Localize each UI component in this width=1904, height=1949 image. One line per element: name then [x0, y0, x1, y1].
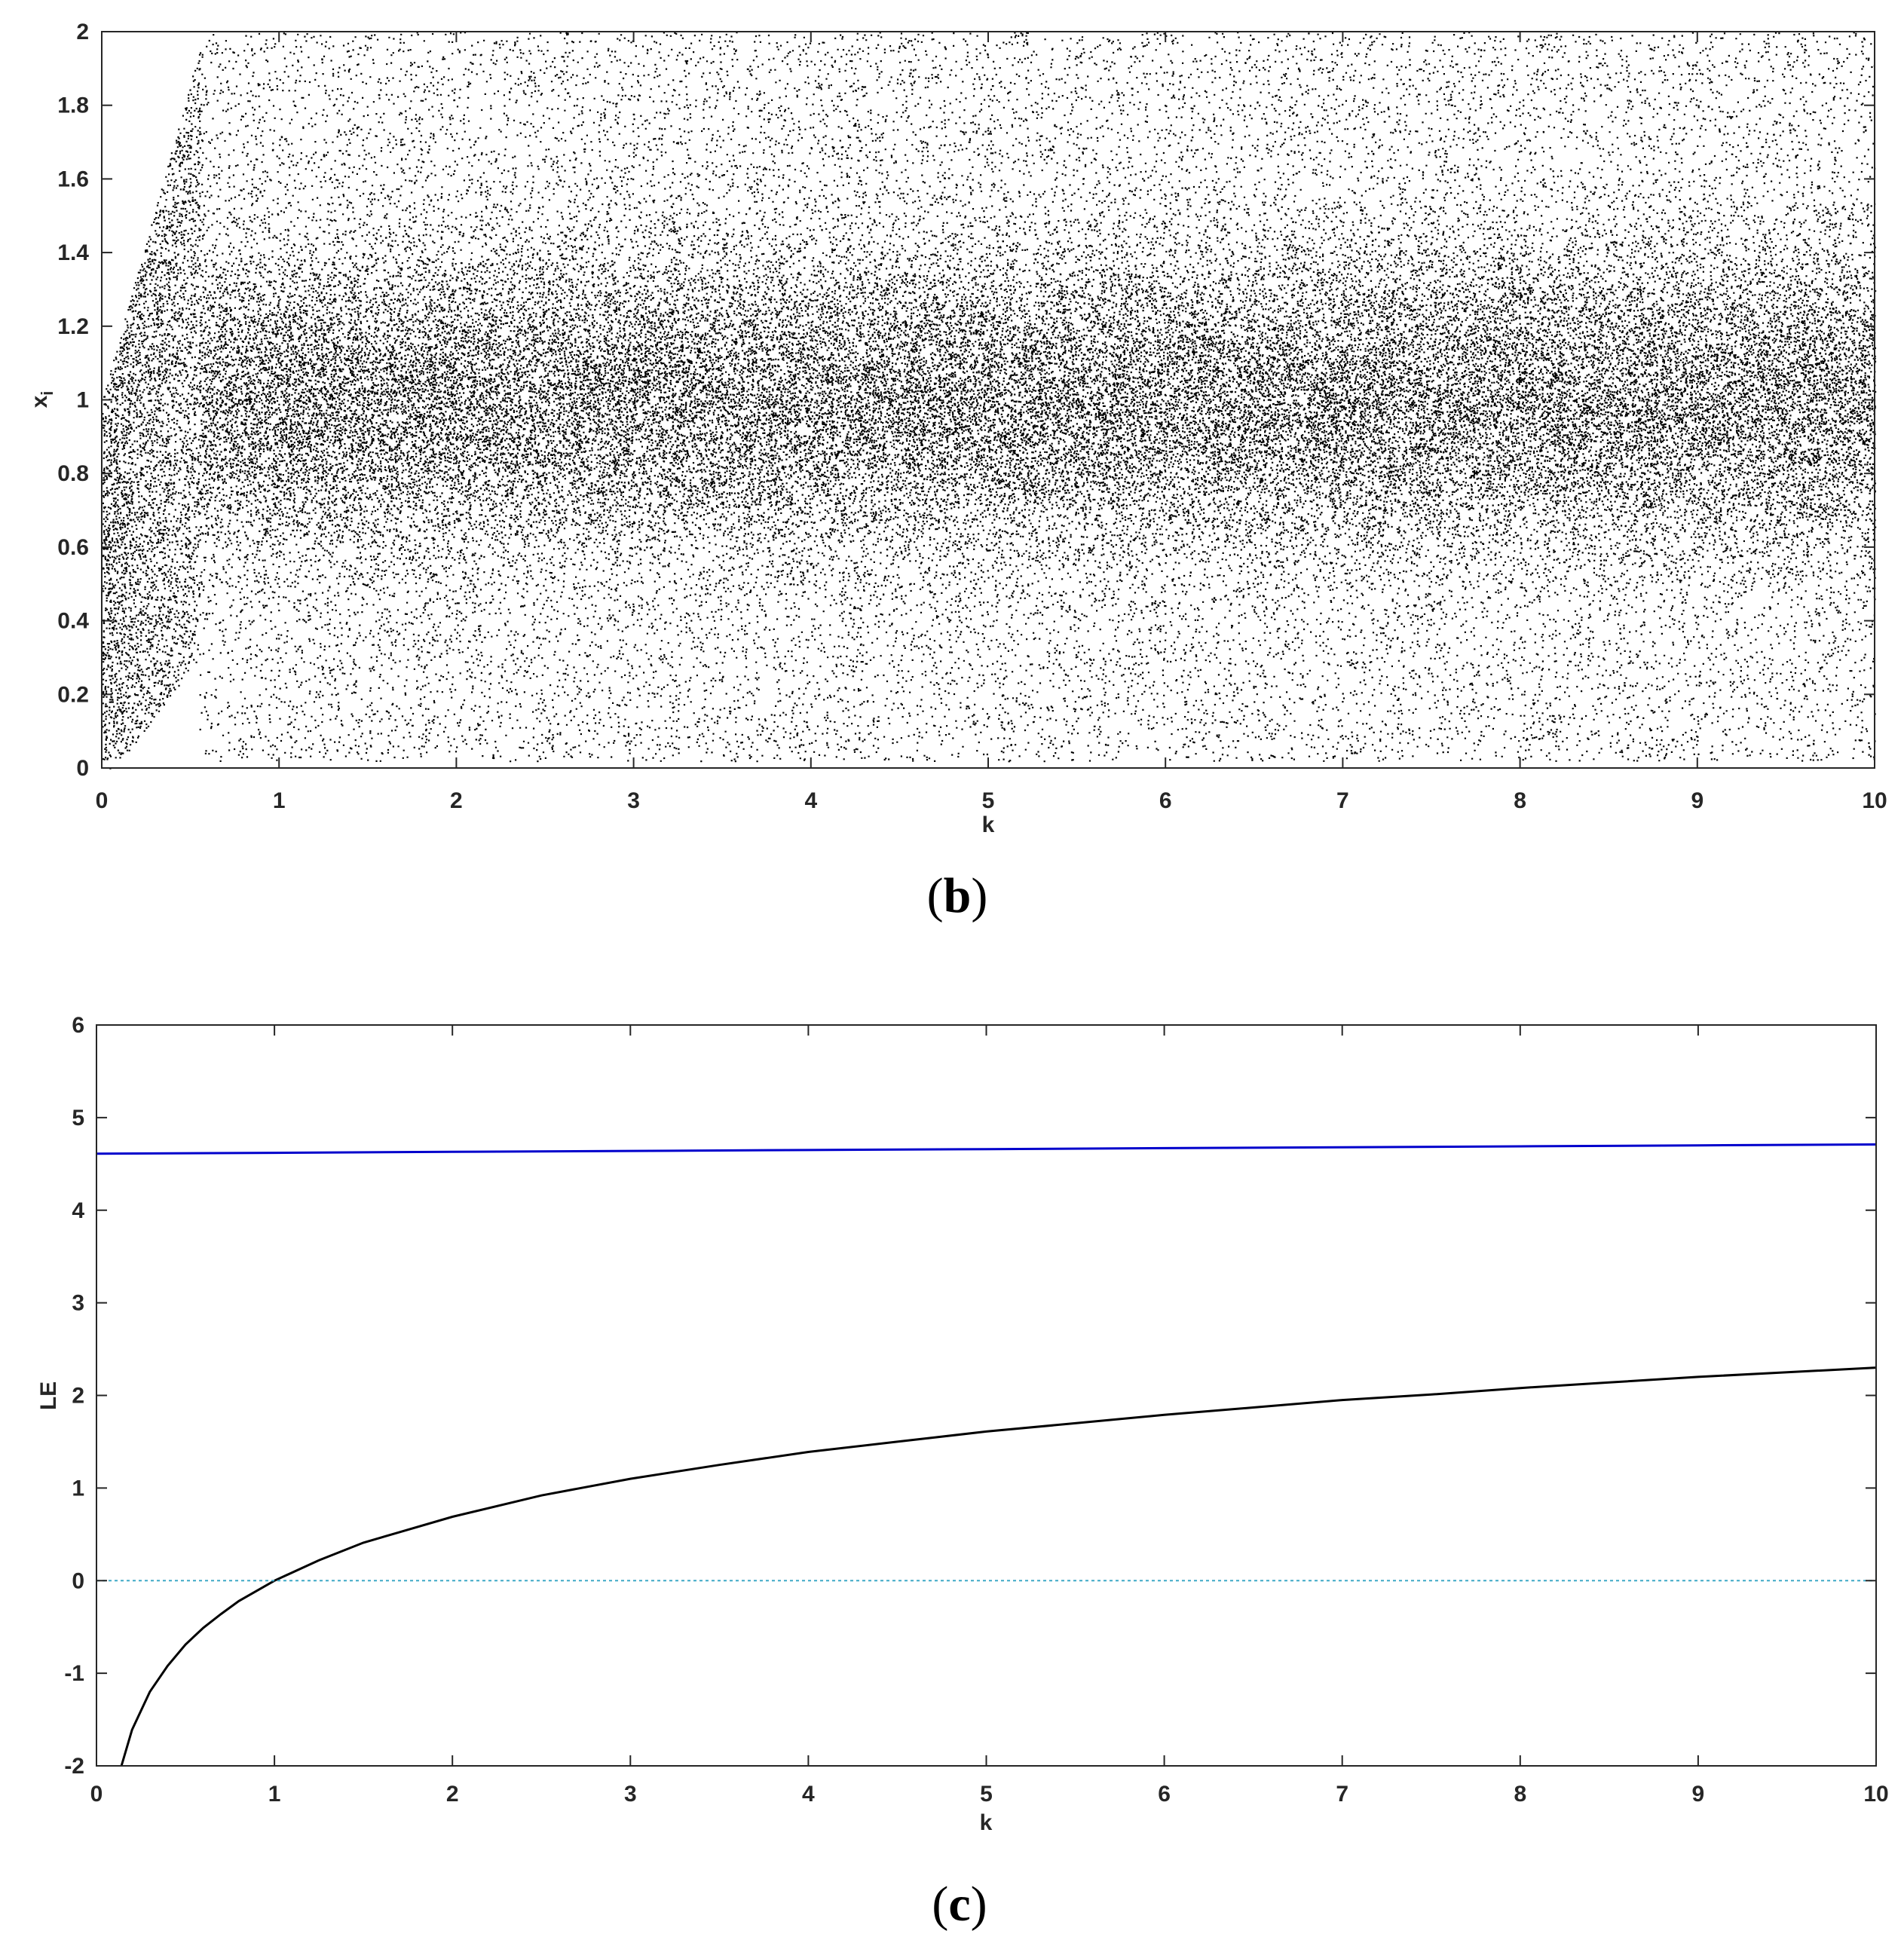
- panel-b-y-tick-label-0: 0: [76, 756, 89, 781]
- panel-b-x-tick-label-3: 3: [627, 788, 640, 813]
- panel-c-series: [96, 1143, 1877, 1767]
- panel-c-y-axis-label: LE: [36, 1381, 61, 1410]
- panel-c-y-tick-label-6: 4: [72, 1198, 84, 1223]
- panel-b-y-tick-label-1: 0.2: [57, 682, 89, 707]
- panel-b-y-tick-label-7: 1.4: [57, 240, 89, 265]
- panel-b-x-axis-label: k: [982, 812, 995, 837]
- panel-c-x-tick-label-2: 2: [446, 1782, 459, 1807]
- panel-b-x-tick-label-5: 5: [982, 788, 995, 813]
- panel-b-x-tick-label-2: 2: [450, 788, 463, 813]
- panel-b-x-tick-label-6: 6: [1159, 788, 1172, 813]
- panel-c-y-tick-label-5: 3: [72, 1291, 84, 1316]
- panel-c-label: (c): [932, 1877, 987, 1932]
- panel-c-x-tick-label-3: 3: [624, 1782, 637, 1807]
- panel-c-y-tick-label-4: 2: [72, 1384, 84, 1409]
- panel-b-x-tick-label-0: 0: [96, 788, 109, 813]
- panel-c-x-tick-labels: 0 1 2 3 4 5 6 7 8 9 10: [90, 1782, 1889, 1807]
- panel-c-y-tick-label-0: -2: [64, 1754, 84, 1779]
- panel-c-x-axis-label: k: [980, 1810, 993, 1835]
- panel-b-x-tick-label-4: 4: [804, 788, 817, 813]
- panel-b-scatter-points: [102, 32, 1877, 770]
- panel-b-x-tick-label-8: 8: [1514, 788, 1526, 813]
- panel-c-x-tick-label-7: 7: [1336, 1782, 1348, 1807]
- panel-c-x-tick-label-4: 4: [802, 1782, 815, 1807]
- panel-b-y-tick-label-5: 1: [76, 388, 89, 413]
- panel-c-plot-area: [96, 1025, 1876, 1766]
- panel-c-y-tick-label-2: 0: [72, 1568, 84, 1593]
- panel-b-x-tick-label-1: 1: [273, 788, 286, 813]
- panel-b-scatter-marks: [102, 32, 1877, 770]
- panel-b-y-tick-label-6: 1.2: [57, 314, 89, 339]
- panel-b-ticks: [101, 31, 1875, 769]
- panel-b-scatter-chart: 0 1 2 3 4 5 6 7 8 9 10 0 0.2 0.4 0.6 0.8 1 1.2 1.4 1.6 1.8 2…: [27, 20, 1887, 923]
- panel-b-x-tick-label-10: 10: [1862, 788, 1887, 813]
- panel-c-series-line-1: [120, 1366, 1877, 1767]
- panel-c-line-chart: 0 1 2 3 4 5 6 7 8 9 10 -2 -1 0 1 2 3 4 5 6 k LE (c): [36, 1013, 1889, 1932]
- panel-c-y-tick-label-8: 6: [72, 1013, 84, 1038]
- panel-c-x-tick-label-5: 5: [980, 1782, 993, 1807]
- panel-b-y-tick-labels: 0 0.2 0.4 0.6 0.8 1 1.2 1.4 1.6 1.8 2: [57, 20, 89, 781]
- panel-c-ticks: [96, 1024, 1877, 1767]
- panel-b-y-tick-label-10: 2: [76, 20, 89, 44]
- panel-c-x-tick-label-1: 1: [268, 1782, 281, 1807]
- panel-c-x-tick-label-6: 6: [1158, 1782, 1171, 1807]
- panel-c-x-tick-label-10: 10: [1863, 1782, 1888, 1807]
- panel-b-x-tick-label-9: 9: [1691, 788, 1703, 813]
- panel-c-y-tick-label-3: 1: [72, 1476, 84, 1501]
- panel-b-y-tick-label-4: 0.8: [57, 461, 89, 486]
- panel-b-x-tick-labels: 0 1 2 3 4 5 6 7 8 9 10: [96, 788, 1887, 813]
- panel-b-y-axis-label: xi: [27, 391, 57, 408]
- panel-b-y-tick-label-8: 1.6: [57, 167, 89, 191]
- panel-b-x-tick-label-7: 7: [1336, 788, 1349, 813]
- panel-c-x-tick-label-9: 9: [1692, 1782, 1705, 1807]
- panel-c-x-tick-label-8: 8: [1514, 1782, 1526, 1807]
- panel-c-x-tick-label-0: 0: [90, 1782, 103, 1807]
- panel-c-y-tick-label-1: -1: [64, 1661, 84, 1686]
- panel-b-label: (b): [927, 868, 988, 923]
- panel-c-y-tick-label-7: 5: [72, 1106, 84, 1131]
- panel-c-series-line-0: [96, 1143, 1877, 1155]
- panel-c-y-tick-labels: -2 -1 0 1 2 3 4 5 6: [64, 1013, 84, 1779]
- panel-b-y-tick-label-9: 1.8: [57, 93, 89, 118]
- panel-b-y-tick-label-2: 0.4: [57, 609, 89, 634]
- panel-b-y-tick-label-3: 0.6: [57, 535, 89, 560]
